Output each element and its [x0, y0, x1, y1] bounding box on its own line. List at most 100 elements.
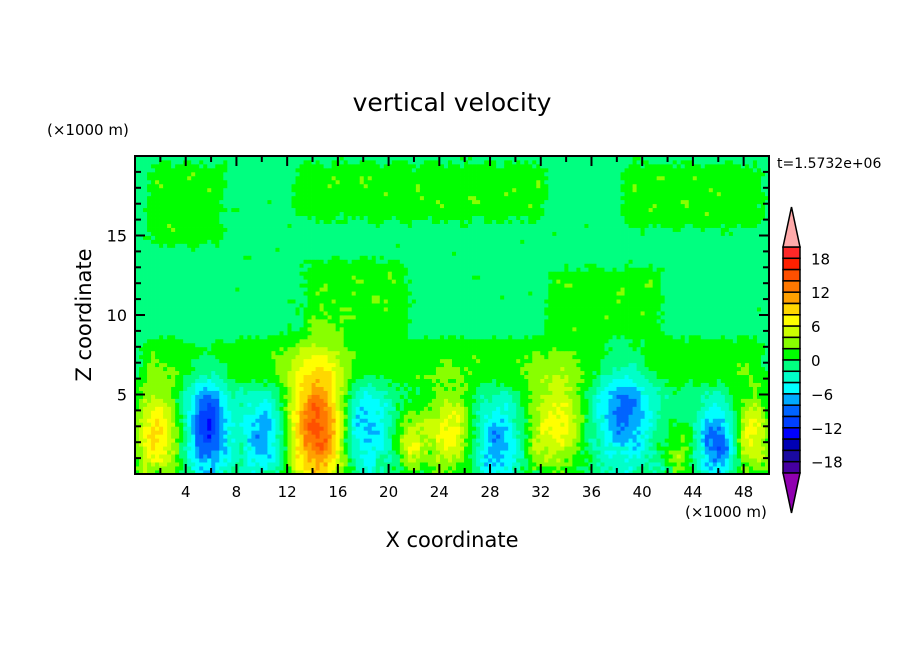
contour-cell [496, 418, 500, 422]
contour-cell [384, 406, 388, 410]
contour-cell [452, 359, 456, 363]
contour-cell [243, 391, 247, 395]
contour-cell [324, 410, 328, 414]
contour-cell [633, 395, 637, 399]
contour-cell [147, 363, 151, 367]
contour-cell [608, 410, 612, 414]
contour-cell [749, 395, 753, 399]
contour-cell [741, 363, 745, 367]
contour-cell [440, 402, 444, 406]
contour-cell [613, 462, 617, 466]
contour-cell [460, 375, 464, 379]
contour-cell [203, 446, 207, 450]
contour-cell [440, 383, 444, 387]
contour-cell [629, 446, 633, 450]
contour-cell [424, 371, 428, 375]
contour-cell [344, 410, 348, 414]
contour-cell [576, 402, 580, 406]
contour-cell [436, 446, 440, 450]
contour-cell [733, 359, 737, 363]
contour-cell [316, 458, 320, 462]
contour-cell [721, 454, 725, 458]
contour-cell [271, 434, 275, 438]
contour-cell [480, 450, 484, 454]
contour-cell [332, 414, 336, 418]
contour-cell [384, 375, 388, 379]
contour-cell [673, 363, 677, 367]
contour-cell [733, 402, 737, 406]
contour-cell [255, 379, 259, 383]
contour-cell [219, 375, 223, 379]
contour-cell [625, 442, 629, 446]
contour-cell [279, 347, 283, 351]
contour-cell [701, 466, 705, 470]
contour-cell [496, 391, 500, 395]
contour-cell [540, 391, 544, 395]
contour-cell [564, 367, 568, 371]
contour-cell [472, 402, 476, 406]
contour-cell [251, 347, 255, 351]
contour-cell [580, 430, 584, 434]
contour-cell [488, 379, 492, 383]
contour-cell [456, 458, 460, 462]
contour-cell [404, 438, 408, 442]
contour-cell [633, 446, 637, 450]
contour-cell [460, 434, 464, 438]
contour-cell [528, 391, 532, 395]
contour-cell [713, 398, 717, 402]
contour-cell [444, 379, 448, 383]
contour-cell [376, 375, 380, 379]
contour-cell [464, 375, 468, 379]
contour-cell [348, 395, 352, 399]
contour-cell [645, 450, 649, 454]
contour-cell [617, 395, 621, 399]
contour-cell [721, 446, 725, 450]
contour-cell [283, 371, 287, 375]
contour-cell [227, 398, 231, 402]
contour-cell [171, 359, 175, 363]
contour-cell [171, 446, 175, 450]
contour-cell [496, 458, 500, 462]
contour-cell [552, 450, 556, 454]
contour-cell [215, 466, 219, 470]
contour-cell [701, 414, 705, 418]
contour-cell [360, 406, 364, 410]
contour-cell [757, 454, 761, 458]
contour-cell [372, 371, 376, 375]
contour-cell [316, 422, 320, 426]
contour-cell [296, 466, 300, 470]
contour-cell [665, 454, 669, 458]
contour-cell [556, 402, 560, 406]
contour-cell [520, 406, 524, 410]
contour-cell [283, 375, 287, 379]
contour-cell [701, 379, 705, 383]
contour-cell [279, 363, 283, 367]
contour-cell [572, 458, 576, 462]
contour-cell [637, 406, 641, 410]
contour-cell [219, 450, 223, 454]
contour-cell [520, 414, 524, 418]
contour-cell [372, 359, 376, 363]
contour-cell [665, 458, 669, 462]
contour-cell [556, 430, 560, 434]
contour-cell [360, 434, 364, 438]
contour-cell [376, 422, 380, 426]
contour-cell [223, 414, 227, 418]
contour-cell [147, 426, 151, 430]
contour-cell [653, 438, 657, 442]
contour-cell [316, 410, 320, 414]
contour-cell [320, 454, 324, 458]
contour-cell [749, 406, 753, 410]
contour-cell [203, 347, 207, 351]
contour-cell [251, 434, 255, 438]
contour-cell [657, 438, 661, 442]
contour-cell [576, 454, 580, 458]
contour-cell [384, 446, 388, 450]
contour-cell [291, 454, 295, 458]
contour-cell [669, 438, 673, 442]
contour-cell [440, 438, 444, 442]
contour-cell [211, 438, 215, 442]
contour-cell [532, 359, 536, 363]
contour-cell [661, 454, 665, 458]
contour-cell [412, 418, 416, 422]
